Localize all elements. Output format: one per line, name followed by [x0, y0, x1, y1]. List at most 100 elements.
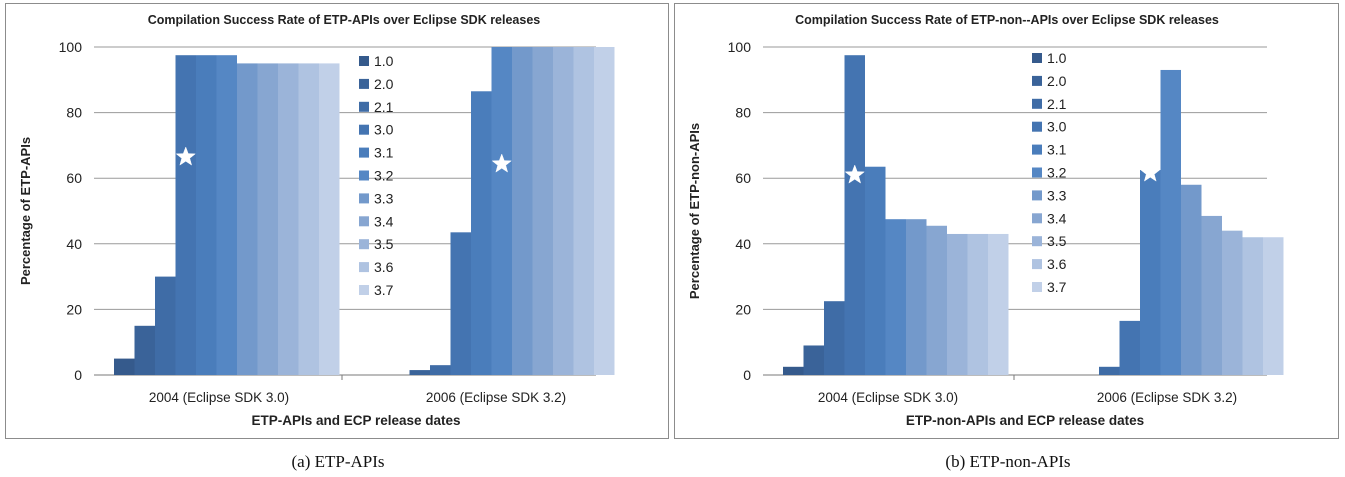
bar-2-1-cat1	[1099, 366, 1120, 375]
y-tick-label: 40	[735, 236, 751, 252]
legend-label: 3.4	[374, 213, 394, 229]
star-marker-icon	[1140, 162, 1161, 182]
legend-swatch	[1032, 144, 1042, 155]
bar-3-2-cat0	[885, 219, 906, 375]
bar-2-0-cat0	[134, 325, 155, 375]
x-tick-label: 2004 (Eclipse SDK 3.0)	[149, 390, 289, 405]
y-tick-label: 80	[66, 105, 82, 121]
legend-label: 3.2	[374, 168, 394, 184]
legend-label: 3.4	[1047, 210, 1067, 226]
legend-label: 3.0	[1047, 119, 1067, 135]
x-axis-label: ETP-APIs and ECP release dates	[251, 413, 460, 428]
legend-swatch	[1032, 282, 1042, 292]
bar-3-5-cat1	[1222, 230, 1243, 375]
legend-label: 3.2	[1047, 165, 1067, 181]
chart-panel-etp-non-apis: Compilation Success Rate of ETP-non--API…	[674, 3, 1339, 439]
legend-label: 2.1	[374, 99, 394, 115]
bar-3-5-cat0	[947, 233, 968, 375]
bar-3-3-cat0	[906, 219, 927, 375]
bar-3-2-cat0	[216, 55, 237, 375]
chart-title: Compilation Success Rate of ETP-non--API…	[795, 13, 1219, 27]
bar-1-0-cat0	[783, 366, 804, 375]
legend-swatch	[1032, 121, 1042, 132]
bar-3-7-cat1	[594, 47, 615, 375]
bar-1-0-cat0	[114, 358, 135, 375]
legend-swatch	[1032, 236, 1042, 247]
y-tick-label: 80	[735, 105, 751, 121]
bar-3-1-cat1	[471, 91, 492, 375]
legend-label: 3.3	[374, 190, 394, 206]
bar-3-3-cat0	[237, 63, 258, 376]
bar-3-5-cat1	[553, 47, 574, 375]
legend-label: 3.7	[374, 282, 394, 298]
legend-swatch	[359, 193, 369, 204]
legend-label: 3.7	[1047, 279, 1067, 295]
caption-etp-apis: (a) ETP-APIs	[291, 452, 385, 471]
legend-label: 3.6	[374, 259, 394, 275]
bar-3-6-cat0	[967, 233, 988, 375]
y-axis-label: Percentage of ETP-non-APIs	[687, 123, 702, 299]
legend-swatch	[359, 239, 369, 250]
legend-swatch	[359, 262, 369, 273]
chart-svg-etp-non-apis: Compilation Success Rate of ETP-non--API…	[687, 13, 1284, 428]
y-tick-label: 60	[66, 170, 82, 186]
legend-swatch	[1032, 167, 1042, 178]
star-marker-icon	[844, 164, 865, 184]
bar-3-1-cat0	[865, 166, 886, 375]
y-tick-label: 100	[59, 39, 83, 55]
legend-label: 3.1	[1047, 142, 1067, 158]
legend-swatch	[359, 170, 369, 181]
bar-2-0-cat0	[803, 345, 824, 375]
legend-label: 3.6	[1047, 256, 1067, 272]
legend-label: 3.1	[374, 145, 394, 161]
bar-2-1-cat0	[155, 276, 176, 375]
bar-3-6-cat0	[298, 63, 319, 376]
legend-swatch	[359, 124, 369, 135]
legend-swatch	[1032, 259, 1042, 270]
y-tick-label: 0	[74, 367, 82, 383]
bar-3-4-cat1	[532, 47, 553, 375]
legend-label: 2.1	[1047, 96, 1067, 112]
bar-3-7-cat0	[988, 233, 1009, 375]
x-tick-label: 2004 (Eclipse SDK 3.0)	[818, 390, 958, 405]
legend-label: 1.0	[374, 53, 394, 69]
legend-label: 3.0	[374, 122, 394, 138]
chart-title: Compilation Success Rate of ETP-APIs ove…	[148, 13, 541, 27]
bar-3-4-cat0	[257, 63, 278, 376]
legend-swatch	[359, 56, 369, 66]
y-tick-label: 20	[735, 301, 751, 317]
bar-3-0-cat1	[450, 232, 471, 375]
y-tick-label: 100	[728, 39, 752, 55]
bar-3-1-cat1	[1140, 170, 1161, 375]
legend-swatch	[359, 101, 369, 112]
bar-3-2-cat1	[1160, 69, 1181, 376]
bar-2-1-cat0	[824, 301, 845, 375]
legend-label: 2.0	[1047, 73, 1067, 89]
star-marker-icon	[491, 153, 512, 173]
bar-2-0-cat1	[409, 370, 430, 375]
bar-3-0-cat1	[1119, 320, 1140, 375]
legend-swatch	[1032, 213, 1042, 224]
legend-swatch	[359, 147, 369, 158]
legend-label: 3.5	[374, 236, 394, 252]
bar-3-0-cat0	[844, 55, 865, 375]
x-tick-label: 2006 (Eclipse SDK 3.2)	[426, 390, 566, 405]
y-tick-label: 0	[743, 367, 751, 383]
bar-3-3-cat1	[512, 47, 533, 375]
legend-swatch	[1032, 75, 1042, 86]
y-axis-label: Percentage of ETP-APIs	[18, 137, 33, 285]
y-tick-label: 40	[66, 236, 82, 252]
bar-3-1-cat0	[196, 55, 217, 375]
bar-3-7-cat0	[319, 63, 340, 376]
legend-swatch	[359, 285, 369, 295]
bar-3-6-cat1	[573, 47, 594, 375]
caption-etp-non-apis: (b) ETP-non-APIs	[945, 452, 1071, 471]
x-axis-label: ETP-non-APIs and ECP release dates	[906, 413, 1144, 428]
chart-svg-etp-apis: Compilation Success Rate of ETP-APIs ove…	[18, 13, 615, 428]
legend-swatch	[359, 78, 369, 89]
legend-label: 1.0	[1047, 50, 1067, 66]
bar-3-5-cat0	[278, 63, 299, 376]
legend-swatch	[1032, 190, 1042, 201]
legend-label: 3.3	[1047, 187, 1067, 203]
y-tick-label: 60	[735, 170, 751, 186]
